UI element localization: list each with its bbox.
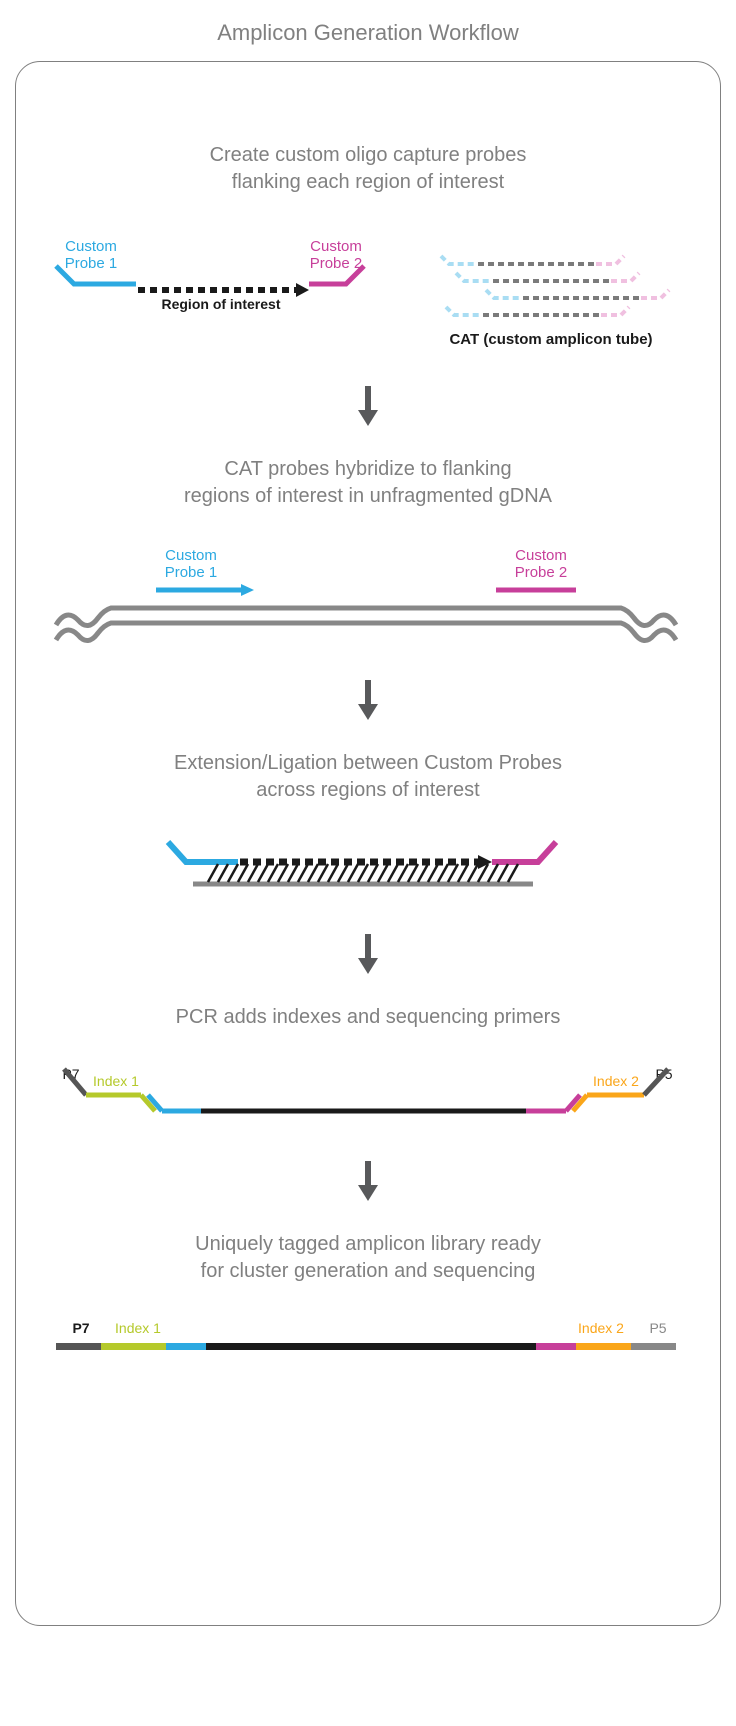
svg-text:Probe 1: Probe 1 bbox=[65, 255, 118, 272]
svg-text:Index 2: Index 2 bbox=[593, 1073, 639, 1089]
step2-diagram: Custom Probe 1 Custom Probe 2 bbox=[46, 540, 690, 650]
svg-text:Probe 1: Probe 1 bbox=[165, 564, 218, 581]
svg-text:CAT (custom amplicon tube): CAT (custom amplicon tube) bbox=[449, 331, 652, 348]
svg-text:Region of interest: Region of interest bbox=[161, 296, 280, 312]
arrow-down-icon bbox=[358, 386, 378, 426]
step4-text: PCR adds indexes and sequencing primers bbox=[46, 1004, 690, 1031]
step3-diagram bbox=[46, 834, 690, 904]
svg-text:P5: P5 bbox=[649, 1320, 666, 1336]
step3-text: Extension/Ligation between Custom Probes… bbox=[46, 750, 690, 804]
svg-text:Custom: Custom bbox=[65, 238, 117, 255]
svg-text:Probe 2: Probe 2 bbox=[310, 255, 363, 272]
step5-text: Uniquely tagged amplicon library ready f… bbox=[46, 1231, 690, 1285]
svg-text:P7: P7 bbox=[72, 1320, 89, 1336]
arrow-down-icon bbox=[358, 1161, 378, 1201]
svg-text:Custom: Custom bbox=[310, 238, 362, 255]
step5-diagram: P7 Index 1 Index 2 P5 bbox=[46, 1315, 690, 1365]
step4-diagram: P7 Index 1 Index 2 P5 bbox=[46, 1061, 690, 1131]
svg-text:Custom: Custom bbox=[165, 547, 217, 564]
step1-diagram: Custom Probe 1 Region of interest Custom… bbox=[46, 226, 690, 356]
workflow-frame: Create custom oligo capture probes flank… bbox=[15, 61, 721, 1626]
step1-text: Create custom oligo capture probes flank… bbox=[46, 142, 690, 196]
arrow-down-icon bbox=[358, 680, 378, 720]
step2-text: CAT probes hybridize to flanking regions… bbox=[46, 456, 690, 510]
workflow-title: Amplicon Generation Workflow bbox=[0, 0, 736, 61]
arrow-down-icon bbox=[358, 934, 378, 974]
svg-text:Index 2: Index 2 bbox=[578, 1320, 624, 1336]
svg-text:Custom: Custom bbox=[515, 547, 567, 564]
svg-text:Index 1: Index 1 bbox=[93, 1073, 139, 1089]
svg-text:Probe 2: Probe 2 bbox=[515, 564, 568, 581]
svg-text:Index 1: Index 1 bbox=[115, 1320, 161, 1336]
